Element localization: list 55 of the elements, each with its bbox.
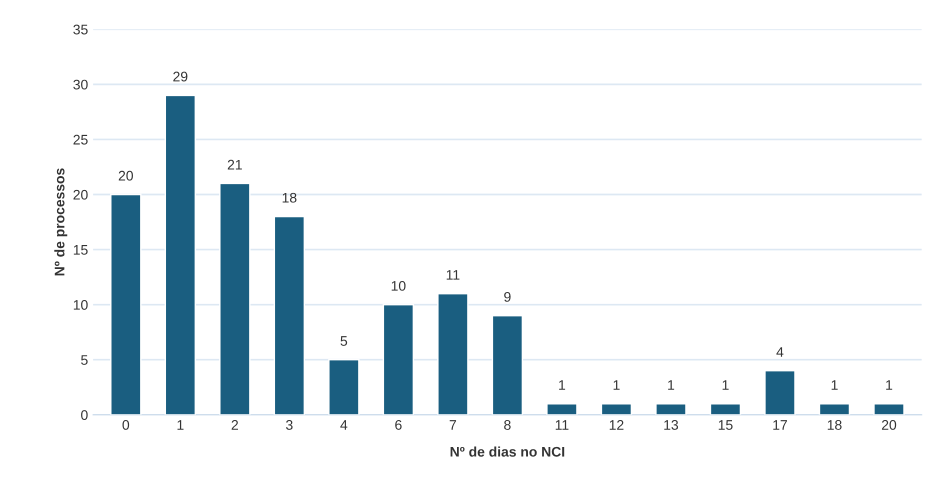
data-label: 1 [886, 380, 892, 390]
data-label: 9 [504, 292, 511, 302]
x-axis-title: Nº de dias no NCI [450, 446, 564, 457]
x-tick-label: 18 [828, 420, 842, 430]
x-tick-label: 12 [610, 420, 624, 430]
data-label: 10 [392, 280, 406, 291]
bar [655, 403, 687, 415]
x-tick-label: 17 [773, 420, 787, 430]
data-label: 1 [668, 380, 674, 390]
x-tick-label: 6 [395, 420, 402, 430]
data-label: 11 [446, 270, 460, 280]
y-tick-label: 0 [81, 410, 88, 420]
bar [274, 216, 306, 415]
bar [764, 370, 796, 415]
x-tick-label: 7 [450, 420, 456, 430]
bar [710, 403, 742, 415]
data-label: 1 [722, 380, 729, 390]
y-axis-title: Nº de processos [54, 168, 68, 276]
data-label: 20 [118, 170, 133, 181]
bar [110, 194, 142, 415]
data-label: 1 [614, 380, 620, 390]
bar [219, 182, 251, 415]
data-label: 1 [832, 380, 838, 390]
bar [818, 403, 850, 415]
x-tick-label: 1 [178, 420, 184, 430]
bar [382, 304, 414, 415]
data-label: 1 [559, 380, 566, 390]
bar [437, 292, 469, 415]
x-tick-label: 8 [504, 420, 511, 430]
x-tick-label: 20 [882, 420, 896, 430]
y-tick-label: 30 [73, 80, 88, 90]
data-label: 18 [282, 192, 296, 203]
y-tick-label: 5 [81, 355, 88, 365]
x-tick-label: 13 [664, 420, 678, 430]
y-tick-label: 20 [73, 190, 88, 200]
data-label: 5 [340, 336, 348, 346]
x-tick-label: 15 [718, 420, 733, 430]
bar [546, 403, 578, 415]
bar [492, 314, 524, 415]
bar [328, 359, 360, 415]
y-tick-label: 35 [73, 24, 88, 34]
data-label: 4 [776, 347, 784, 357]
bar [164, 94, 196, 415]
y-tick-label: 10 [74, 300, 88, 310]
data-label: 29 [173, 72, 188, 82]
x-tick-label: 11 [556, 420, 568, 430]
x-tick-label: 3 [286, 420, 293, 430]
y-tick-label: 25 [73, 134, 88, 145]
y-tick-label: 15 [74, 245, 88, 255]
x-tick-label: 0 [122, 420, 130, 430]
bar [873, 403, 905, 415]
data-label: 21 [228, 160, 242, 170]
bar [600, 403, 632, 415]
x-tick-label: 2 [232, 420, 238, 430]
x-tick-label: 4 [340, 420, 348, 430]
